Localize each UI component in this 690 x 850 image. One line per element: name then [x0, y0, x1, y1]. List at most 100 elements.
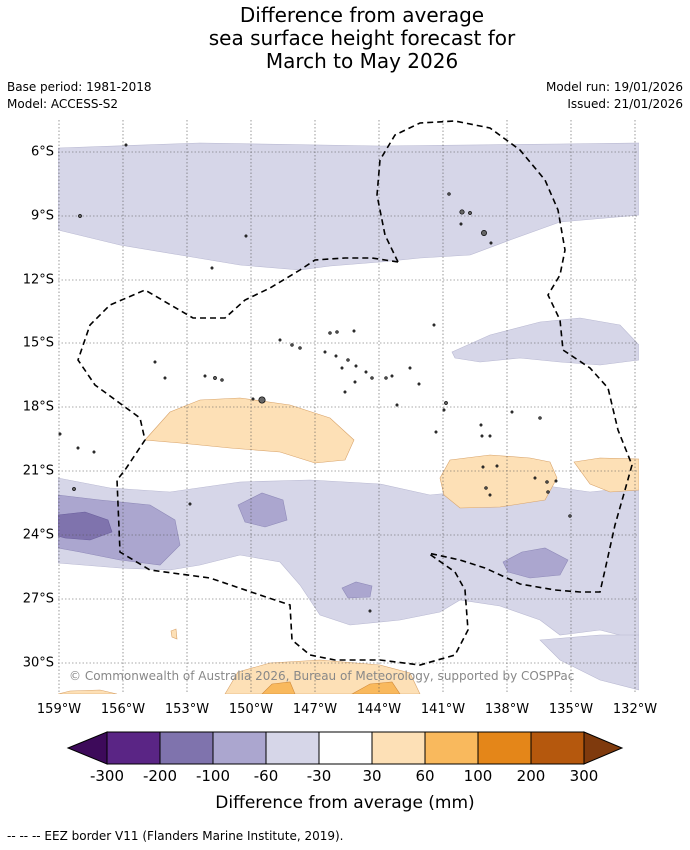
island	[481, 230, 487, 236]
colorbar-label: -300	[89, 767, 125, 785]
island	[352, 329, 356, 333]
map-contours	[58, 142, 639, 694]
lon-tick-label: 132°W	[612, 702, 658, 717]
island	[368, 609, 372, 613]
island	[489, 241, 493, 245]
lon-tick-label: 147°W	[292, 702, 338, 717]
lat-tick-label: 6°S	[30, 144, 54, 160]
island	[442, 408, 446, 412]
colorbar-segment	[477, 731, 532, 765]
contour-band-north	[58, 142, 639, 271]
island	[340, 366, 344, 370]
colorbar-label: -200	[142, 767, 178, 785]
island	[335, 330, 339, 334]
contour-south-orange-1	[261, 681, 296, 694]
contour-center-medium	[237, 492, 288, 528]
island	[444, 401, 448, 405]
island	[459, 222, 463, 226]
contour-southeast-lobe	[539, 634, 639, 691]
colorbar	[66, 731, 624, 765]
eez-legend-footer: -- -- -- EEZ border V11 (Flanders Marine…	[7, 829, 344, 843]
colorbar-segment	[424, 731, 479, 765]
contour-band-south	[58, 477, 639, 641]
island	[468, 211, 472, 215]
colorbar-label: 30	[362, 767, 382, 785]
chart-title: Difference from average sea surface heig…	[0, 4, 690, 73]
colorbar-segment	[318, 731, 373, 765]
lat-tick-label: 9°S	[30, 208, 54, 224]
title-line-3: March to May 2026	[265, 49, 459, 73]
lat-tick-label: 18°S	[22, 399, 54, 415]
island	[480, 434, 484, 438]
island	[384, 376, 388, 380]
lat-tick-label: 21°S	[22, 463, 54, 479]
lon-tick-label: 159°W	[36, 702, 82, 717]
island	[323, 350, 327, 354]
island	[290, 343, 294, 347]
colorbar-segment	[106, 731, 161, 765]
lat-tick-label: 30°S	[22, 655, 54, 671]
island	[533, 476, 537, 480]
lat-tick-label: 24°S	[22, 527, 54, 543]
lon-tick-label: 135°W	[548, 702, 594, 717]
lat-tick-label: 15°S	[22, 335, 54, 351]
island	[188, 502, 192, 506]
island	[546, 490, 550, 494]
island	[510, 410, 514, 414]
colorbar-label: -100	[195, 767, 231, 785]
island	[334, 354, 338, 358]
colorbar-segment	[159, 731, 214, 765]
island	[258, 396, 266, 404]
model-name: Model: ACCESS-S2	[7, 97, 119, 111]
island	[298, 346, 302, 350]
lon-tick-label: 153°W	[164, 702, 210, 717]
copyright-notice: © Commonwealth of Australia 2026, Bureau…	[69, 669, 575, 683]
island	[72, 487, 76, 491]
colorbar-extend-low	[66, 731, 108, 765]
contour-small-warm	[170, 628, 178, 640]
colorbar-segment	[530, 731, 585, 765]
island	[244, 234, 248, 238]
colorbar-segment	[212, 731, 267, 765]
title-line-2: sea surface height forecast for	[208, 26, 516, 50]
island	[278, 338, 282, 342]
island	[488, 493, 492, 497]
issued-date: Issued: 21/01/2026	[567, 97, 683, 111]
map-gridlines	[58, 120, 639, 694]
island	[76, 446, 80, 450]
meta-left: Base period: 1981-2018 Model: ACCESS-S2	[7, 79, 152, 113]
colorbar-label: 60	[415, 767, 435, 785]
island	[390, 374, 394, 378]
islands	[58, 143, 572, 613]
colorbar-label: -30	[306, 767, 332, 785]
island	[545, 480, 549, 484]
colorbar-label: 100	[463, 767, 493, 785]
island	[92, 450, 96, 454]
contour-east-patch	[451, 317, 639, 366]
colorbar-extend-high	[583, 731, 624, 765]
island	[395, 403, 399, 407]
base-period: Base period: 1981-2018	[7, 80, 152, 94]
contour-east-medium	[502, 547, 569, 579]
island	[353, 380, 357, 384]
island	[346, 358, 350, 362]
contour-south-medium	[341, 581, 373, 599]
contour-central-warm	[144, 397, 355, 464]
lat-tick-label: 27°S	[22, 591, 54, 607]
island	[417, 382, 421, 386]
contour-south-orange-2	[351, 681, 401, 694]
colorbar-segment	[371, 731, 426, 765]
contour-west-medium	[58, 494, 181, 566]
island	[568, 514, 572, 518]
contour-east-warm	[439, 454, 558, 509]
lon-tick-label: 150°W	[228, 702, 274, 717]
island	[538, 416, 542, 420]
island	[554, 479, 558, 483]
island	[343, 390, 347, 394]
island	[488, 434, 492, 438]
meta-right: Model run: 19/01/2026 Issued: 21/01/2026	[546, 79, 683, 113]
colorbar-segment	[265, 731, 320, 765]
title-line-1: Difference from average	[239, 3, 485, 27]
island	[364, 370, 368, 374]
